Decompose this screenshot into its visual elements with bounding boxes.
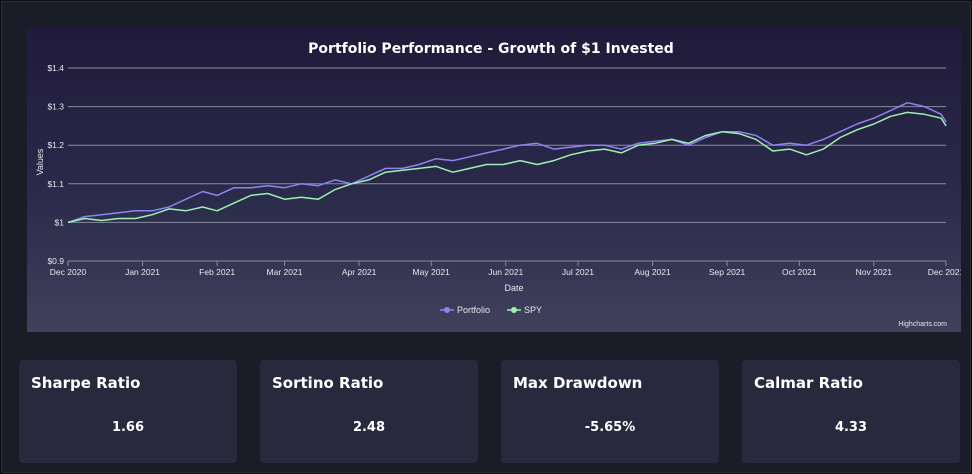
y-tick-label: $1.3 [47, 102, 64, 112]
chart-title: Portfolio Performance - Growth of $1 Inv… [308, 41, 674, 57]
metric-title: Sortino Ratio [272, 374, 384, 392]
x-tick-label: Apr 2021 [342, 267, 377, 277]
grid-layer: $0.9 $1 $1.1 $1.2 $1.3 $1.4 Dec 2020 Jan 2021 Fe… [47, 63, 961, 277]
x-axis-title: Date [504, 283, 523, 293]
x-tick-label: Mar 2021 [267, 267, 303, 277]
metric-card-max-drawdown: Max Drawdown -5.65% [501, 360, 719, 463]
legend-marker [511, 307, 517, 313]
legend-item-spy[interactable]: SPY [507, 305, 542, 315]
metric-card-sortino: Sortino Ratio 2.48 [260, 360, 478, 463]
y-tick-label: $1 [55, 217, 65, 227]
y-tick-label: $1.1 [47, 179, 64, 189]
metric-card-sharpe: Sharpe Ratio 1.66 [19, 360, 237, 463]
x-tick-label: Aug 2021 [634, 267, 671, 277]
legend-label: Portfolio [457, 305, 490, 315]
x-tick-label: Jul 2021 [562, 267, 594, 277]
series-line-portfolio [67, 101, 947, 224]
y-tick-label: $0.9 [47, 256, 64, 266]
x-tick-label: Dec 2020 [50, 267, 87, 277]
legend-marker [444, 307, 450, 313]
metric-value: 2.48 [352, 420, 386, 435]
metric-title: Sharpe Ratio [31, 374, 141, 392]
legend-label: SPY [524, 305, 542, 315]
x-tick-label: Jun 2021 [488, 267, 523, 277]
x-tick-label: Feb 2021 [199, 267, 235, 277]
y-tick-label: $1.2 [47, 140, 64, 150]
x-tick-label: Oct 2021 [782, 267, 817, 277]
x-tick-label: Jan 2021 [125, 267, 160, 277]
metric-title: Max Drawdown [513, 374, 643, 392]
y-tick-label: $1.4 [47, 63, 64, 73]
y-axis-title: Values [35, 148, 45, 175]
metric-value: -5.65% [584, 420, 636, 435]
legend[interactable]: Portfolio SPY [440, 305, 542, 315]
metric-card-calmar: Calmar Ratio 4.33 [742, 360, 960, 463]
legend-item-portfolio[interactable]: Portfolio [440, 305, 490, 315]
chart-svg: Portfolio Performance - Growth of $1 Inv… [35, 41, 961, 328]
metric-value: 4.33 [834, 420, 868, 435]
series-layer [67, 101, 947, 224]
x-tick-label: Nov 2021 [856, 267, 893, 277]
series-line-spy [67, 111, 947, 224]
x-tick-label: May 2021 [413, 267, 451, 277]
metric-value: 1.66 [111, 420, 145, 435]
x-tick-label: Sep 2021 [709, 267, 746, 277]
x-tick-label: Dec 2021 [928, 267, 961, 277]
chart-credit[interactable]: Highcharts.com [898, 321, 947, 328]
metric-title: Calmar Ratio [754, 374, 863, 392]
performance-chart: Portfolio Performance - Growth of $1 Inv… [27, 27, 961, 332]
